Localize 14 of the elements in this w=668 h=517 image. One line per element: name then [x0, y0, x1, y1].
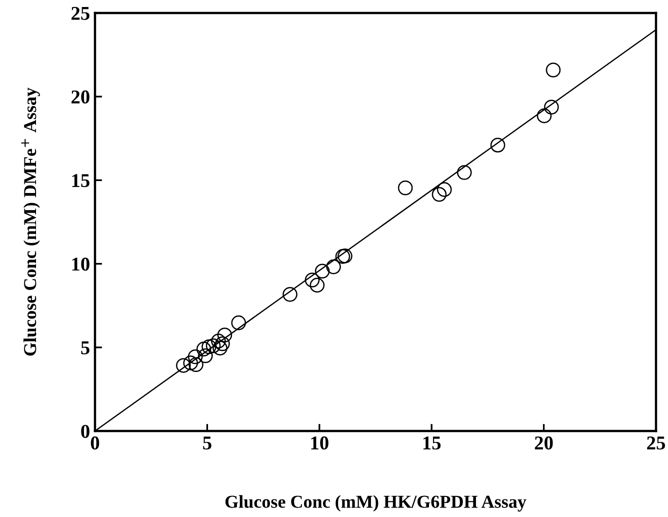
y-tick-label: 15: [72, 174, 90, 188]
y-tick-label: 20: [72, 90, 90, 104]
y-tick-label: 0: [81, 424, 90, 438]
x-tick-label: 20: [534, 436, 553, 450]
x-tick-label: 5: [203, 436, 212, 450]
x-tick-label: 25: [647, 436, 666, 450]
x-tick-label: 15: [423, 436, 441, 450]
x-tick-label: 10: [311, 436, 328, 450]
y-tick-label: 10: [72, 258, 90, 271]
x-axis-title: Glucose Conc (mM) HK/G6PDH Assay: [225, 495, 526, 512]
y-tick-label: 25: [72, 6, 90, 20]
y-tick-label: 5: [81, 341, 90, 354]
x-tick-label: 0: [90, 436, 100, 450]
y-axis-title: Glucose Conc (mM) DMFe$^{+}$ Assay: [21, 88, 40, 356]
